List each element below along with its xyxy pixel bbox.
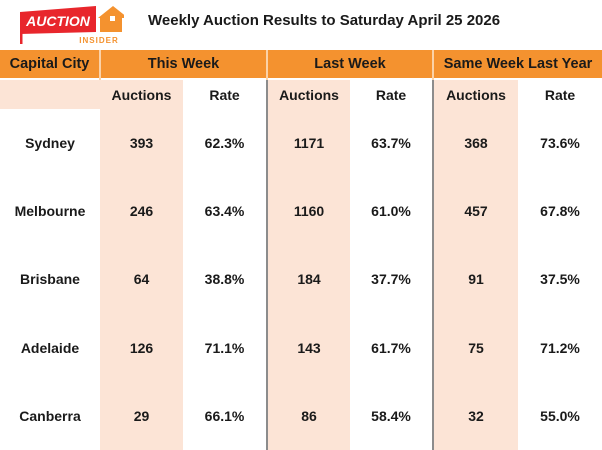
table-row: Brisbane 64 38.8% 184 37.7% 91 37.5% — [0, 245, 602, 314]
subheader-rate: Rate — [518, 78, 602, 109]
city-cell: Melbourne — [14, 203, 86, 220]
city-cell: Canberra — [19, 407, 81, 424]
subheader-auctions: Auctions — [100, 78, 183, 109]
table-row: Sydney 393 62.3% 1171 63.7% 368 73.6% — [0, 109, 602, 178]
city-cell: Adelaide — [20, 339, 80, 356]
last-week-auctions: 1171 — [266, 109, 351, 178]
subheader-rate: Rate — [183, 78, 268, 109]
last-year-auctions: 75 — [432, 313, 519, 382]
last-year-auctions: 457 — [432, 177, 519, 246]
last-week-rate: 37.7% — [371, 271, 411, 288]
table-row: Melbourne 246 63.4% 1160 61.0% 457 67.8% — [0, 177, 602, 246]
this-week-auctions: 64 — [100, 245, 183, 314]
last-year-rate: 73.6% — [540, 135, 580, 152]
last-week-rate: 61.7% — [371, 339, 411, 356]
last-week-rate: 61.0% — [371, 203, 411, 220]
this-week-auctions: 29 — [100, 381, 183, 450]
last-week-rate: 63.7% — [371, 135, 411, 152]
last-week-auctions: 86 — [266, 381, 351, 450]
this-week-auctions: 126 — [100, 313, 183, 382]
table-row: Adelaide 126 71.1% 143 61.7% 75 71.2% — [0, 313, 602, 382]
subheader-row: Auctions Rate Auctions Rate Auctions Rat… — [0, 78, 602, 109]
subheader-rate: Rate — [350, 78, 434, 109]
this-week-auctions: 246 — [100, 177, 183, 246]
this-week-rate: 71.1% — [204, 339, 245, 356]
last-year-rate: 71.2% — [540, 339, 580, 356]
auction-results-table: Capital City This Week Last Week Same We… — [0, 50, 602, 450]
last-year-rate: 37.5% — [540, 271, 580, 288]
this-week-auctions: 393 — [100, 109, 183, 178]
subheader-empty — [0, 78, 100, 109]
last-week-auctions: 143 — [266, 313, 351, 382]
last-year-auctions: 368 — [432, 109, 519, 178]
table-row: Canberra 29 66.1% 86 58.4% 32 55.0% — [0, 381, 602, 450]
this-week-rate: 38.8% — [204, 271, 245, 288]
this-week-rate: 63.4% — [204, 203, 245, 220]
this-week-rate: 66.1% — [204, 407, 245, 424]
svg-text:INSIDER: INSIDER — [79, 36, 118, 44]
header-same-week-last-year: Same Week Last Year — [432, 50, 602, 79]
this-week-rate: 62.3% — [204, 135, 245, 152]
page-title: Weekly Auction Results to Saturday April… — [148, 12, 501, 29]
header-capital-city: Capital City — [0, 50, 100, 79]
last-year-auctions: 91 — [432, 245, 519, 314]
city-cell: Sydney — [25, 135, 75, 152]
subheader-auctions: Auctions — [266, 78, 351, 109]
svg-text:AUCTION: AUCTION — [25, 13, 91, 29]
header-row: Capital City This Week Last Week Same We… — [0, 50, 602, 79]
last-year-rate: 67.8% — [540, 203, 580, 220]
last-week-auctions: 1160 — [266, 177, 351, 246]
header-last-week: Last Week — [266, 50, 434, 79]
city-cell: Brisbane — [20, 271, 80, 288]
last-week-auctions: 184 — [266, 245, 351, 314]
auction-insider-logo: AUCTION INSIDER — [20, 6, 124, 44]
header-this-week: This Week — [98, 50, 268, 79]
subheader-auctions: Auctions — [432, 78, 519, 109]
last-year-auctions: 32 — [432, 381, 519, 450]
last-week-rate: 58.4% — [371, 407, 411, 424]
last-year-rate: 55.0% — [540, 407, 580, 424]
